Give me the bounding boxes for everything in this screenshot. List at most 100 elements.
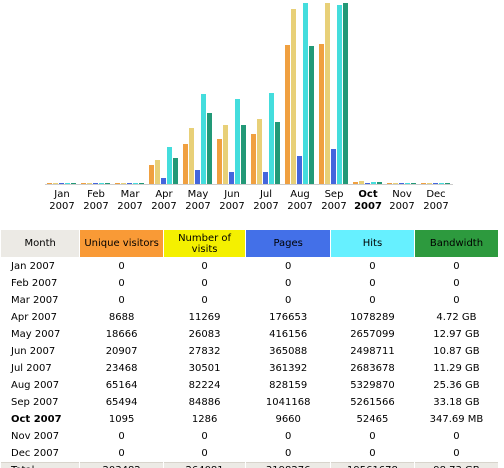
month-label-year: 2007 <box>117 201 143 212</box>
cell-visitors: 0 <box>118 430 125 442</box>
bar-pages-2 <box>127 183 132 184</box>
month-label-year: 2007 <box>321 201 347 212</box>
cell-hits: 19561678 <box>331 462 414 468</box>
bar-bandwidth-5 <box>241 125 246 184</box>
month-label-year: 2007 <box>253 201 279 212</box>
month-label: Apr 2007 <box>147 189 181 213</box>
bar-bandwidth-0 <box>71 183 76 184</box>
month-label: Aug 2007 <box>283 189 317 213</box>
month-label-year: 2007 <box>83 201 109 212</box>
month-label-month: Dec <box>426 189 446 200</box>
cell-visitors: 23468 <box>105 362 138 374</box>
cell-visits: 27832 <box>188 345 221 357</box>
bar-visitors-9 <box>353 182 358 184</box>
bar-visits-6 <box>257 119 262 184</box>
month-label-year: 2007 <box>423 201 449 212</box>
month-label: Jul 2007 <box>249 189 283 213</box>
bar-visitors-8 <box>319 44 324 184</box>
table-row: Oct 2007 1095 1286 9660 52465 347.69 MB <box>1 411 498 427</box>
table-row: Aug 2007 65164 82224 828159 5329870 25.36 GB <box>1 377 498 393</box>
bar-bandwidth-6 <box>275 122 280 184</box>
bar-visitors-11 <box>421 183 426 184</box>
cell-bandwidth: 4.72 GB <box>436 311 477 323</box>
bar-hits-2 <box>133 183 138 184</box>
table-row: Mar 2007 0 0 0 0 0 <box>1 292 498 308</box>
month-label-month: Jan <box>54 189 70 200</box>
bar-pages-11 <box>433 183 438 184</box>
cell-visitors: 65164 <box>105 379 138 391</box>
bar-hits-8 <box>337 5 342 184</box>
cell-month: Jun 2007 <box>11 345 56 357</box>
table-row: Apr 2007 8688 11269 176653 1078289 4.72 GB <box>1 309 498 325</box>
cell-visitors: 18666 <box>105 328 138 340</box>
bar-bandwidth-8 <box>343 3 348 184</box>
cell-month: Aug 2007 <box>11 379 60 391</box>
cell-bandwidth: 0 <box>453 260 460 272</box>
cell-pages: 0 <box>284 277 292 289</box>
bar-visitors-0 <box>47 183 52 184</box>
header-number-of-visits: Number of visits <box>163 230 246 257</box>
cell-month: Feb 2007 <box>11 277 58 289</box>
cell-visitors: 0 <box>118 277 125 289</box>
month-label-month: Sep <box>324 189 344 200</box>
bar-pages-8 <box>331 149 336 184</box>
month-label-month: Mar <box>120 189 140 200</box>
bar-hits-1 <box>99 183 104 184</box>
cell-hits: 0 <box>369 260 376 272</box>
month-label-year: 2007 <box>287 201 313 212</box>
cell-month: Mar 2007 <box>11 294 59 306</box>
table-row: Dec 2007 0 0 0 0 0 <box>1 445 498 461</box>
cell-pages: 365088 <box>269 345 308 357</box>
bar-hits-9 <box>371 182 376 184</box>
month-label: Sep 2007 <box>317 189 351 213</box>
cell-visitors: 0 <box>118 447 125 459</box>
bar-pages-3 <box>161 178 166 184</box>
month-label: Feb 2007 <box>79 189 113 213</box>
bar-visits-9 <box>359 181 364 184</box>
cell-visitors: 0 <box>118 260 125 272</box>
cell-visits: 26083 <box>188 328 221 340</box>
bar-bandwidth-2 <box>139 183 144 184</box>
cell-month: Nov 2007 <box>11 430 60 442</box>
cell-visits: 0 <box>201 260 208 272</box>
header-unique-visitors: Unique visitors <box>80 230 163 257</box>
monthly-stats-table: Month Unique visitors Number of visits P… <box>0 229 499 468</box>
bar-visitors-10 <box>387 183 392 184</box>
month-label-month: Aug <box>290 189 310 200</box>
cell-bandwidth: 0 <box>453 430 460 442</box>
cell-hits: 52465 <box>356 413 389 425</box>
table-body: Jan 2007 0 0 0 0 0 Feb 2007 0 0 0 0 0 Mar 2007 0 0 0 0 0 A… <box>1 258 498 468</box>
cell-bandwidth: 0 <box>453 277 460 289</box>
cell-hits: 2683678 <box>350 362 395 374</box>
cell-bandwidth: 25.36 GB <box>433 379 480 391</box>
cell-bandwidth: 33.18 GB <box>433 396 480 408</box>
cell-visitors: 8688 <box>108 311 135 323</box>
bar-hits-4 <box>201 94 206 184</box>
cell-visits: 0 <box>201 447 208 459</box>
bar-hits-6 <box>269 93 274 184</box>
bar-hits-5 <box>235 99 240 184</box>
cell-visits: 82224 <box>188 379 221 391</box>
cell-visits: 11269 <box>188 311 221 323</box>
cell-visits: 0 <box>201 277 208 289</box>
cell-hits: 2498711 <box>350 345 395 357</box>
month-label-month: May <box>187 189 209 200</box>
table-header-row: Month Unique visitors Number of visits P… <box>1 230 498 257</box>
bar-hits-3 <box>167 147 172 184</box>
cell-visits: 264081 <box>163 462 246 468</box>
total-row: Total20348226408131982761956167898.73 GB <box>1 462 498 468</box>
cell-hits: 0 <box>369 277 376 289</box>
bar-hits-0 <box>65 183 70 184</box>
cell-pages: 3198276 <box>246 462 330 468</box>
cell-hits: 0 <box>369 447 376 459</box>
table-row: Jul 2007 23468 30501 361392 2683678 11.29 GB <box>1 360 498 376</box>
bar-chart <box>45 3 453 185</box>
bar-bandwidth-7 <box>309 46 314 184</box>
bar-pages-10 <box>399 183 404 184</box>
cell-month: Jul 2007 <box>11 362 52 374</box>
bar-pages-7 <box>297 156 302 184</box>
month-label: Jan 2007 <box>45 189 79 213</box>
cell-month: Dec 2007 <box>11 447 59 459</box>
bar-hits-7 <box>303 3 308 184</box>
header-hits: Hits <box>331 230 414 257</box>
